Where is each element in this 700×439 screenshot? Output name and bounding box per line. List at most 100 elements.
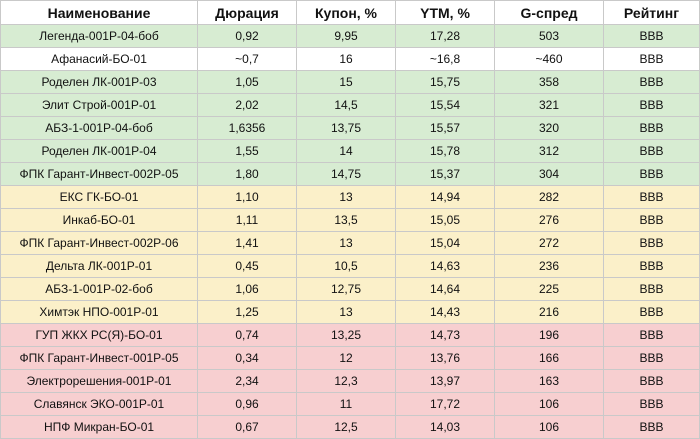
cell-rating: BBB — [603, 392, 700, 416]
table-row: Дельта ЛК-001Р-01 0,45 10,5 14,63 236 BBB — [0, 254, 700, 278]
cell-duration: 0,34 — [197, 346, 297, 370]
cell-name: ФПК Гарант-Инвест-002Р-06 — [0, 231, 198, 255]
cell-coupon: 13 — [296, 231, 396, 255]
cell-ytm: 14,03 — [395, 415, 495, 439]
cell-g-spread: 106 — [494, 392, 604, 416]
cell-g-spread: 320 — [494, 116, 604, 140]
table-row: Роделен ЛК-001Р-03 1,05 15 15,75 358 BBB — [0, 70, 700, 94]
cell-g-spread: 503 — [494, 24, 604, 48]
cell-ytm: 15,54 — [395, 93, 495, 117]
table-row: Инкаб-БО-01 1,11 13,5 15,05 276 BBB — [0, 208, 700, 232]
table-row: Роделен ЛК-001Р-04 1,55 14 15,78 312 BBB — [0, 139, 700, 163]
cell-duration: 1,6356 — [197, 116, 297, 140]
cell-rating: BBB — [603, 231, 700, 255]
table-row: ФПК Гарант-Инвест-001Р-05 0,34 12 13,76 166 B… — [0, 346, 700, 370]
cell-ytm: 13,76 — [395, 346, 495, 370]
cell-duration: 1,10 — [197, 185, 297, 209]
cell-duration: 2,34 — [197, 369, 297, 393]
cell-name: Роделен ЛК-001Р-04 — [0, 139, 198, 163]
cell-coupon: 14 — [296, 139, 396, 163]
cell-g-spread: 321 — [494, 93, 604, 117]
cell-coupon: 10,5 — [296, 254, 396, 278]
cell-duration: 0,67 — [197, 415, 297, 439]
cell-g-spread: 106 — [494, 415, 604, 439]
cell-coupon: 13 — [296, 300, 396, 324]
table-body: Легенда-001Р-04-боб 0,92 9,95 17,28 503 BBB Аф… — [0, 24, 700, 439]
cell-coupon: 14,5 — [296, 93, 396, 117]
cell-coupon: 12,75 — [296, 277, 396, 301]
cell-g-spread: 236 — [494, 254, 604, 278]
cell-rating: BBB — [603, 185, 700, 209]
cell-ytm: 13,97 — [395, 369, 495, 393]
cell-coupon: 13,5 — [296, 208, 396, 232]
cell-duration: 1,41 — [197, 231, 297, 255]
cell-coupon: 12,3 — [296, 369, 396, 393]
cell-g-spread: 216 — [494, 300, 604, 324]
cell-duration: 0,74 — [197, 323, 297, 347]
cell-name: НПФ Микран-БО-01 — [0, 415, 198, 439]
cell-name: Химтэк НПО-001Р-01 — [0, 300, 198, 324]
cell-name: АБЗ-1-001Р-02-боб — [0, 277, 198, 301]
table-row: ФПК Гарант-Инвест-002Р-06 1,41 13 15,04 272 B… — [0, 231, 700, 255]
cell-coupon: 16 — [296, 47, 396, 71]
cell-ytm: 15,78 — [395, 139, 495, 163]
cell-coupon: 13,75 — [296, 116, 396, 140]
cell-name: Афанасий-БО-01 — [0, 47, 198, 71]
cell-duration: 0,96 — [197, 392, 297, 416]
table-row: ГУП ЖКХ РС(Я)-БО-01 0,74 13,25 14,73 196 BBB — [0, 323, 700, 347]
cell-name: ЕКС ГК-БО-01 — [0, 185, 198, 209]
cell-rating: BBB — [603, 70, 700, 94]
cell-g-spread: 225 — [494, 277, 604, 301]
cell-duration: 1,80 — [197, 162, 297, 186]
table-row: АБЗ-1-001Р-04-боб 1,6356 13,75 15,57 320 BBB — [0, 116, 700, 140]
cell-name: Легенда-001Р-04-боб — [0, 24, 198, 48]
cell-name: ГУП ЖКХ РС(Я)-БО-01 — [0, 323, 198, 347]
cell-rating: BBB — [603, 93, 700, 117]
table-row: Легенда-001Р-04-боб 0,92 9,95 17,28 503 BBB — [0, 24, 700, 48]
cell-rating: BBB — [603, 369, 700, 393]
cell-g-spread: 166 — [494, 346, 604, 370]
cell-ytm: 15,37 — [395, 162, 495, 186]
cell-rating: BBB — [603, 277, 700, 301]
cell-coupon: 11 — [296, 392, 396, 416]
header-coupon: Купон, % — [296, 0, 396, 25]
cell-name: Славянск ЭКО-001Р-01 — [0, 392, 198, 416]
cell-duration: 0,45 — [197, 254, 297, 278]
cell-rating: BBB — [603, 47, 700, 71]
cell-ytm: 14,73 — [395, 323, 495, 347]
cell-name: ФПК Гарант-Инвест-002Р-05 — [0, 162, 198, 186]
cell-rating: BBB — [603, 415, 700, 439]
cell-g-spread: 358 — [494, 70, 604, 94]
table-row: Славянск ЭКО-001Р-01 0,96 11 17,72 106 BBB — [0, 392, 700, 416]
table-row: ЕКС ГК-БО-01 1,10 13 14,94 282 BBB — [0, 185, 700, 209]
cell-duration: ~0,7 — [197, 47, 297, 71]
cell-ytm: 17,72 — [395, 392, 495, 416]
cell-name: Элит Строй-001Р-01 — [0, 93, 198, 117]
cell-ytm: 15,04 — [395, 231, 495, 255]
cell-coupon: 13 — [296, 185, 396, 209]
table-row: НПФ Микран-БО-01 0,67 12,5 14,03 106 BBB — [0, 415, 700, 439]
cell-coupon: 15 — [296, 70, 396, 94]
cell-g-spread: 272 — [494, 231, 604, 255]
header-duration: Дюрация — [197, 0, 297, 25]
cell-ytm: 15,57 — [395, 116, 495, 140]
cell-duration: 0,92 — [197, 24, 297, 48]
cell-g-spread: 282 — [494, 185, 604, 209]
cell-ytm: 15,05 — [395, 208, 495, 232]
cell-g-spread: 196 — [494, 323, 604, 347]
header-rating: Рейтинг — [603, 0, 700, 25]
cell-coupon: 13,25 — [296, 323, 396, 347]
table-row: Элит Строй-001Р-01 2,02 14,5 15,54 321 BBB — [0, 93, 700, 117]
cell-ytm: ~16,8 — [395, 47, 495, 71]
cell-coupon: 12 — [296, 346, 396, 370]
cell-ytm: 15,75 — [395, 70, 495, 94]
cell-name: Роделен ЛК-001Р-03 — [0, 70, 198, 94]
cell-duration: 1,06 — [197, 277, 297, 301]
table-row: ФПК Гарант-Инвест-002Р-05 1,80 14,75 15,37 3… — [0, 162, 700, 186]
cell-duration: 2,02 — [197, 93, 297, 117]
cell-g-spread: 163 — [494, 369, 604, 393]
cell-rating: BBB — [603, 116, 700, 140]
cell-ytm: 14,43 — [395, 300, 495, 324]
cell-g-spread: 312 — [494, 139, 604, 163]
